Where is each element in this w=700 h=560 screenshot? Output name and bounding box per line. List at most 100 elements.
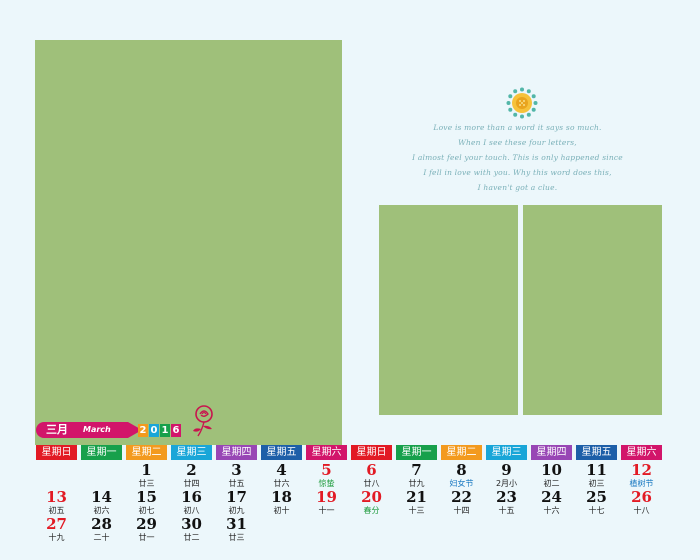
- calendar-day: 18 初十: [261, 489, 302, 516]
- weekday-header: 星期六: [306, 445, 347, 460]
- calendar-day: 21 十三: [396, 489, 437, 516]
- year-digit: 2: [138, 424, 148, 437]
- lunar-date: 初七: [138, 506, 155, 515]
- weekday-header: 星期一: [81, 445, 122, 460]
- lunar-date: 十四: [453, 506, 470, 515]
- day-number: 16: [181, 488, 202, 506]
- calendar-day: 6 廿八: [351, 462, 392, 489]
- lunar-date: 2月小: [495, 479, 518, 488]
- day-number: 23: [496, 488, 517, 506]
- day-number: 6: [366, 461, 377, 479]
- calendar-day: 17 初九: [216, 489, 257, 516]
- lunar-date: 初六: [93, 506, 110, 515]
- day-number: 14: [91, 488, 112, 506]
- weekday-header: 星期日: [351, 445, 392, 460]
- calendar-day: 8 妇女节: [441, 462, 482, 489]
- lunar-date: 十八: [633, 506, 650, 515]
- lunar-date: 初十: [273, 506, 290, 515]
- weekday-header: 星期一: [396, 445, 437, 460]
- day-number: 24: [541, 488, 562, 506]
- lunar-date: 初五: [48, 506, 65, 515]
- calendar-day: 14 初六: [81, 489, 122, 516]
- day-number: 18: [271, 488, 292, 506]
- poem-line: I fell in love with you. Why this word d…: [423, 168, 612, 177]
- calendar-day: 16 初八: [171, 489, 212, 516]
- calendar-day: 9 2月小: [486, 462, 527, 489]
- day-number: 17: [226, 488, 247, 506]
- lunar-date: 廿五: [228, 479, 245, 488]
- calendar-day: 25 十七: [576, 489, 617, 516]
- day-number: 7: [411, 461, 422, 479]
- lunar-date: 初二: [543, 479, 560, 488]
- calendar-day: 23 十五: [486, 489, 527, 516]
- calendar-day: 24 十六: [531, 489, 572, 516]
- day-number: 19: [316, 488, 337, 506]
- calendar-day: 30 廿二: [171, 516, 212, 543]
- lunar-date: 十六: [543, 506, 560, 515]
- lunar-date: 廿三: [228, 533, 245, 542]
- day-number: 25: [586, 488, 607, 506]
- lunar-date: 廿一: [138, 533, 155, 542]
- weekday-header: 星期四: [531, 445, 572, 460]
- calendar-day: 28 二十: [81, 516, 122, 543]
- day-number: 22: [451, 488, 472, 506]
- photo-placeholder-main: [35, 40, 342, 445]
- lunar-date: 廿三: [138, 479, 155, 488]
- lunar-date: 廿四: [183, 479, 200, 488]
- day-number: 8: [456, 461, 467, 479]
- day-number: 10: [541, 461, 562, 479]
- calendar-day: 5 惊蛰: [306, 462, 347, 489]
- calendar-day: 20 春分: [351, 489, 392, 516]
- lunar-date: 妇女节: [449, 479, 474, 488]
- lunar-date: 十一: [318, 506, 335, 515]
- month-title-en: March: [83, 425, 111, 434]
- day-number: 1: [141, 461, 152, 479]
- weekday-header: 星期四: [216, 445, 257, 460]
- poem-line: Love is more than a word it says so much…: [433, 123, 602, 132]
- rose-icon: [193, 405, 213, 437]
- lunar-date: 十七: [588, 506, 605, 515]
- calendar-day: 27 十九: [36, 516, 77, 543]
- calendar-day: 15 初七: [126, 489, 167, 516]
- day-number: 11: [586, 461, 607, 479]
- calendar-day: 1 廿三: [126, 462, 167, 489]
- poem-line: I almost feel your touch. This is only h…: [412, 153, 623, 162]
- day-number: 4: [276, 461, 287, 479]
- calendar-day: 7 廿九: [396, 462, 437, 489]
- lunar-date: 廿九: [408, 479, 425, 488]
- day-number: 20: [361, 488, 382, 506]
- lunar-date: 初八: [183, 506, 200, 515]
- lunar-date: 十三: [408, 506, 425, 515]
- lunar-date: 十九: [48, 533, 65, 542]
- weekday-header: 星期五: [261, 445, 302, 460]
- day-number: 3: [231, 461, 242, 479]
- day-number: 27: [46, 515, 67, 533]
- lunar-date: 廿二: [183, 533, 200, 542]
- day-number: 29: [136, 515, 157, 533]
- weekday-header: 星期六: [621, 445, 662, 460]
- calendar-day: 13 初五: [36, 489, 77, 516]
- weekday-header: 星期二: [126, 445, 167, 460]
- lunar-date: 春分: [363, 506, 380, 515]
- lunar-date: 初三: [588, 479, 605, 488]
- calendar-day: 10 初二: [531, 462, 572, 489]
- year-digit: 0: [149, 424, 159, 437]
- day-number: 15: [136, 488, 157, 506]
- love-poem: Love is more than a word it says so much…: [400, 120, 635, 195]
- lunar-date: 惊蛰: [318, 479, 335, 488]
- day-number: 26: [631, 488, 652, 506]
- calendar-day: 11 初三: [576, 462, 617, 489]
- lunar-date: 初九: [228, 506, 245, 515]
- calendar-day: 29 廿一: [126, 516, 167, 543]
- calendar-day: 19 十一: [306, 489, 347, 516]
- year-digit: 1: [160, 424, 170, 437]
- day-number: 13: [46, 488, 67, 506]
- day-number: 5: [321, 461, 332, 479]
- day-number: 9: [501, 461, 512, 479]
- day-number: 31: [226, 515, 247, 533]
- weekday-header: 星期三: [486, 445, 527, 460]
- weekday-header: 星期二: [441, 445, 482, 460]
- day-number: 28: [91, 515, 112, 533]
- lunar-date: 廿六: [273, 479, 290, 488]
- weekday-header: 星期日: [36, 445, 77, 460]
